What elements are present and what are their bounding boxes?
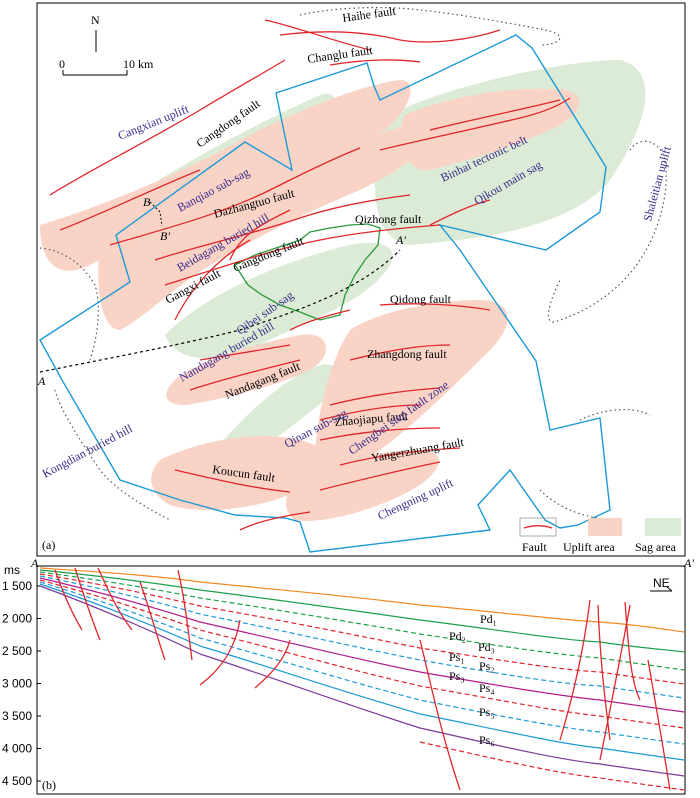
section-end-a-prime: A' [683, 556, 694, 570]
point-a-prime: A' [395, 233, 406, 247]
horizon-label-5: Ps₃ [449, 669, 465, 683]
faults [49, 19, 571, 531]
horizons [39, 567, 685, 791]
legend-sag-label: Sag area [635, 540, 677, 554]
section-frame [36, 565, 686, 795]
y-tick-label: 3 500 [2, 709, 32, 723]
legend-fault-swatch [519, 517, 557, 537]
section-end-a: A [30, 556, 39, 570]
legend-fault-label: Fault [522, 540, 547, 554]
horizon-label-6: Ps₄ [479, 681, 495, 695]
y-tick-label: 1 500 [2, 579, 32, 593]
legend-uplift-label: Uplift area [563, 540, 615, 554]
horizon-label-1: Pd₂ [449, 629, 466, 643]
scale-start: 0 [59, 57, 65, 71]
y-tick-label: 4 500 [2, 774, 32, 788]
survey-outline [39, 34, 611, 553]
point-a: A [37, 374, 46, 388]
direction-arrow-icon [650, 586, 673, 592]
study-outline [234, 223, 381, 321]
fault-label-qizhong: Qizhong fault [355, 212, 422, 226]
y-axis: 1 500 2 000 2 500 3 000 3 500 4 000 4 500 [2, 579, 41, 788]
fault-label-zhaojiapu: Zhaojiapu fault [334, 409, 409, 429]
legend-sag-swatch [645, 518, 681, 536]
horizon-label-4: Ps₂ [479, 659, 495, 673]
horizon-label-7: Ps₅ [479, 705, 495, 719]
horizon-label-8: Ps₆ [479, 733, 495, 747]
y-tick-label: 2 000 [2, 612, 32, 626]
y-tick-label: 3 000 [2, 677, 32, 691]
point-b: B [143, 195, 151, 209]
y-tick-label: 2 500 [2, 644, 32, 658]
section-line-b [149, 201, 163, 227]
direction-label: NE [653, 576, 670, 590]
section-unit: ms [4, 563, 20, 577]
fault-label-qidong: Qidong fault [390, 292, 452, 306]
north-label: N [91, 13, 100, 27]
point-b-prime: B' [160, 229, 170, 243]
dotted-boundaries [39, 6, 667, 521]
section-line-a [39, 249, 401, 373]
y-tick-label: 4 000 [2, 742, 32, 756]
horizon-label-2: Pd₃ [478, 640, 495, 654]
horizon-label-0: Pd₁ [480, 612, 497, 626]
panel-a-label: (a) [42, 538, 55, 552]
scale-end: 10 km [123, 57, 154, 71]
fault-label-zhangdong: Zhangdong fault [367, 347, 447, 361]
legend-uplift-swatch [588, 518, 622, 536]
horizon-label-3: Ps₁ [449, 650, 465, 664]
panel-b-label: (b) [42, 778, 56, 792]
section-faults [54, 567, 671, 791]
